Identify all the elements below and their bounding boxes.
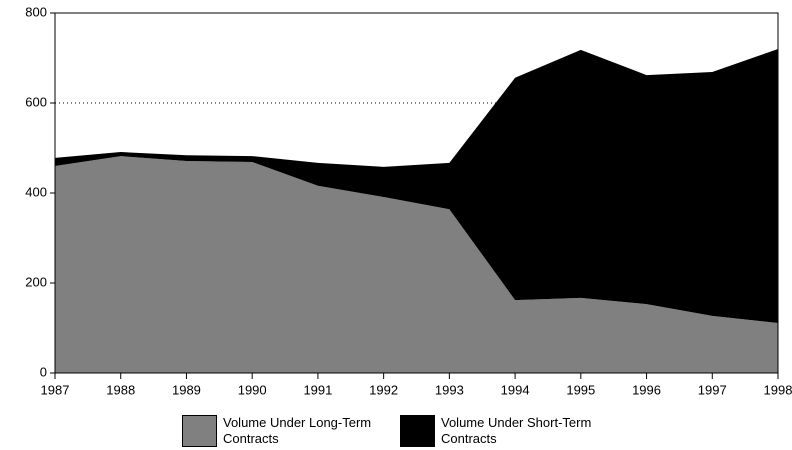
x-tick-label: 1996 [632,382,661,397]
legend-label: Volume Under Short-Term Contracts [441,415,592,446]
x-tick-label: 1994 [501,382,530,397]
y-tick-label: 0 [40,364,47,379]
y-tick-label: 400 [25,184,47,199]
x-tick-label: 1989 [172,382,201,397]
chart: 0 200 400 600 800 1987 1988 1989 1990 1991 1992 199… [25,4,792,397]
legend-item: Volume Under Short-Term Contracts [400,415,618,447]
x-tick-label: 1998 [764,382,792,397]
y-tick-label: 600 [25,94,47,109]
x-tick-label: 1992 [369,382,398,397]
x-tick-label: 1993 [435,382,464,397]
legend-label: Volume Under Long-Term Contracts [223,415,372,446]
area [55,156,778,373]
legend-item: Volume Under Long-Term Contracts [182,415,400,447]
x-tick-label: 1987 [41,382,70,397]
y-tick-label: 200 [25,274,47,289]
x-tick-label: 1990 [238,382,267,397]
x-tick-label: 1988 [106,382,135,397]
x-tick-label: 1995 [566,382,595,397]
x-tick-label: 1997 [698,382,727,397]
y-tick-label: 800 [25,4,47,19]
legend: Volume Under Long-Term Contracts Volume U… [182,415,618,447]
x-tick-label: 1991 [303,382,332,397]
legend-swatch [400,415,435,447]
legend-swatch [182,415,217,447]
area [55,49,778,324]
